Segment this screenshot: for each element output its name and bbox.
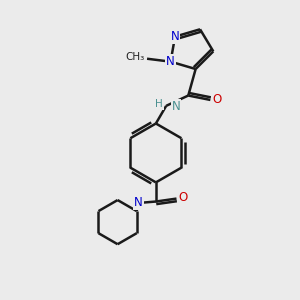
Text: N: N bbox=[172, 100, 180, 113]
Text: O: O bbox=[212, 93, 221, 106]
Text: CH₃: CH₃ bbox=[125, 52, 144, 62]
Text: N: N bbox=[171, 30, 179, 43]
Text: O: O bbox=[178, 191, 188, 205]
Text: N: N bbox=[134, 196, 142, 209]
Text: N: N bbox=[166, 55, 175, 68]
Text: H: H bbox=[155, 99, 163, 110]
